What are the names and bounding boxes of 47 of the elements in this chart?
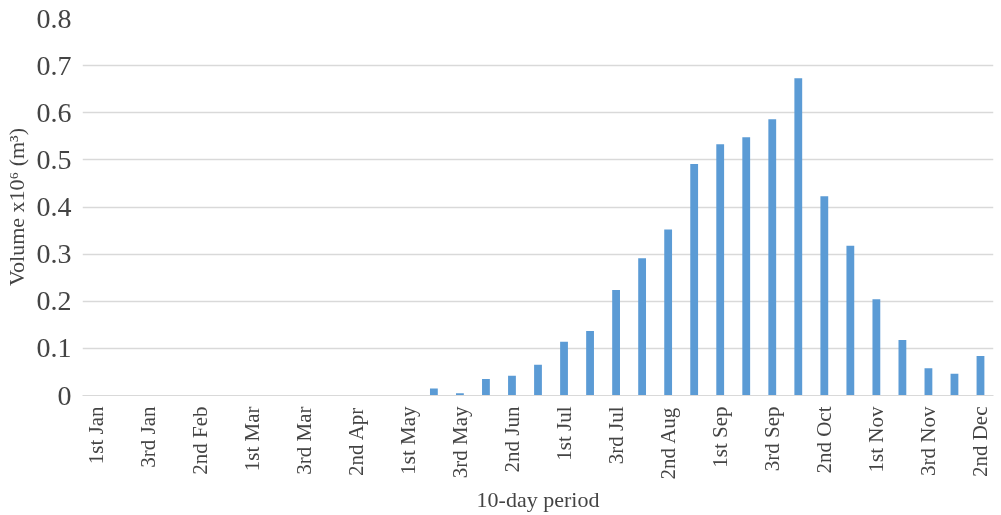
y-tick-label: 0	[57, 379, 72, 411]
bar	[794, 78, 803, 396]
x-tick-label: 3rd Sep	[760, 406, 785, 472]
y-axis-title: Volume x10⁶ (m³)	[3, 127, 29, 287]
x-tick-label: 2nd Aug	[656, 407, 681, 480]
x-tick-label: 1st Jan	[83, 406, 108, 465]
y-tick-label: 0.2	[36, 285, 72, 317]
y-tick-label: 0.3	[36, 238, 72, 270]
x-tick-label: 2nd Dec	[968, 406, 993, 478]
x-tick-label: 3rd May	[447, 406, 472, 479]
bar	[586, 330, 594, 396]
bar	[768, 119, 777, 396]
bar	[638, 258, 647, 396]
x-tick-label: 1st Sep	[708, 406, 733, 468]
bar	[898, 339, 907, 396]
bar	[560, 341, 568, 396]
y-tick-label: 0.8	[36, 2, 72, 34]
bar	[690, 164, 699, 396]
y-tick-label: 0.4	[36, 191, 72, 222]
x-tick-label: 3rd Jan	[135, 406, 160, 468]
x-tick-label: 2nd Feb	[187, 406, 212, 475]
bar	[846, 245, 855, 396]
y-tick-label: 0.5	[36, 143, 72, 175]
y-tick-label: 0.7	[36, 49, 72, 81]
x-tick-label: 3rd Mar	[291, 406, 316, 475]
x-tick-label: 1st Jul	[552, 406, 577, 461]
x-tick-label: 2nd Oct	[812, 406, 837, 474]
bar	[534, 364, 542, 396]
x-tick-label: 2nd Apr	[343, 407, 368, 476]
x-tick-label: 1st May	[395, 406, 420, 475]
y-tick-label: 0.1	[36, 332, 72, 364]
x-tick-label: 3rd Nov	[916, 406, 941, 476]
x-tick-label: 1st Nov	[864, 406, 889, 473]
bar	[612, 289, 620, 396]
bar	[742, 137, 751, 396]
bar	[664, 229, 673, 396]
bar	[482, 379, 490, 396]
bar	[820, 196, 829, 396]
y-tick-label: 0.6	[36, 96, 72, 128]
bar	[872, 299, 881, 396]
bar	[716, 144, 725, 396]
x-tick-label: 2nd Jun	[499, 406, 524, 473]
x-axis-title: 10-day period	[476, 487, 600, 513]
bar	[429, 388, 438, 396]
x-tick-label: 3rd Jul	[604, 406, 629, 465]
x-tick-label: 1st Mar	[239, 406, 264, 472]
bar	[508, 375, 516, 396]
